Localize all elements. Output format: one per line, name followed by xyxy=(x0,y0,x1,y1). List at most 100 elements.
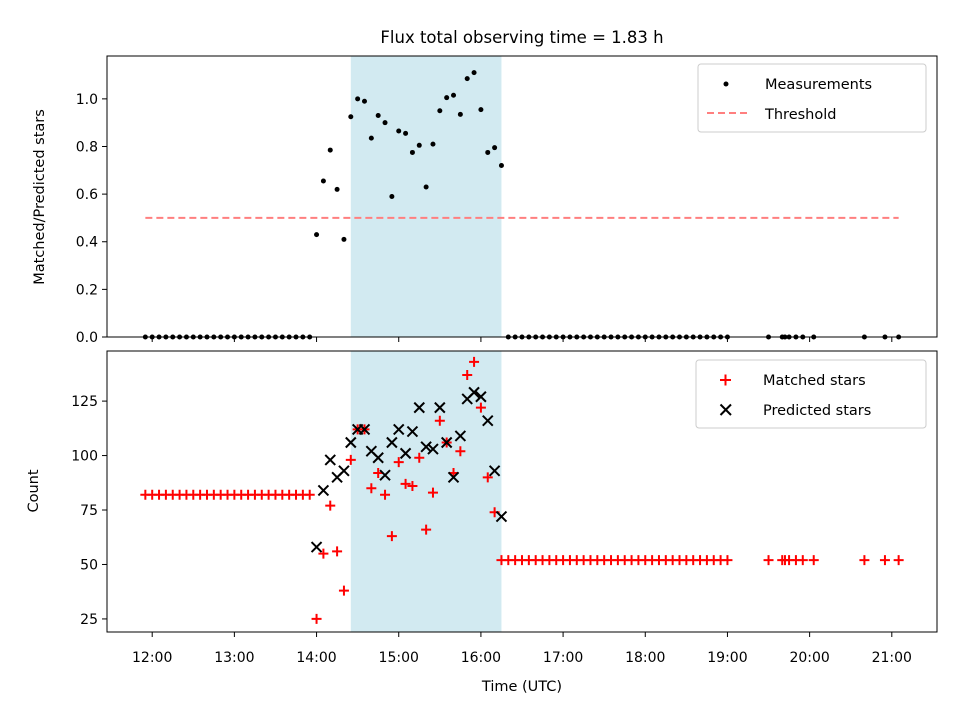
predicted-star-point xyxy=(447,471,460,484)
matched-star-point xyxy=(469,356,480,367)
legend-matched-marker xyxy=(720,374,731,386)
y-tick-label: 0.4 xyxy=(76,235,98,251)
measurement-point xyxy=(478,107,484,113)
measurement-point xyxy=(396,128,402,134)
matched-star-point xyxy=(366,483,377,494)
measurement-point xyxy=(334,186,340,192)
matched-star-point xyxy=(304,489,315,500)
measurement-point xyxy=(437,108,443,114)
measurement-point xyxy=(368,135,374,141)
predicted-star-point xyxy=(468,386,480,399)
matched-star-point xyxy=(482,472,493,483)
bottom-panel-y-ticks: 25 50 75 100 125 xyxy=(71,394,107,628)
y-tick-label: 125 xyxy=(71,394,98,410)
top-panel-legend: Measurements Threshold xyxy=(697,63,927,133)
predicted-star-point xyxy=(338,465,350,477)
matched-star-point xyxy=(393,457,404,468)
legend-predicted-label: Predicted stars xyxy=(763,403,871,419)
predicted-star-point xyxy=(454,430,467,442)
measurement-point xyxy=(485,149,491,155)
top-panel-y-ticks: 0.0 0.2 0.4 0.6 0.8 1.0 xyxy=(76,92,107,346)
x-tick-label: 12:00 xyxy=(132,650,172,666)
matched-star-point xyxy=(400,478,411,489)
matched-star-point xyxy=(311,613,322,624)
predicted-star-point xyxy=(440,436,453,449)
predicted-star-point xyxy=(475,391,487,403)
measurement-point xyxy=(327,147,333,153)
y-tick-label: 0.8 xyxy=(76,139,98,155)
matched-star-point xyxy=(462,369,473,380)
x-axis-label: Time (UTC) xyxy=(481,679,562,695)
predicted-star-point xyxy=(406,425,419,438)
matched-star-point xyxy=(427,487,438,498)
predicted-star-point xyxy=(427,443,439,455)
matched-star-point xyxy=(325,500,336,511)
measurement-point xyxy=(361,98,367,104)
matched-star-point xyxy=(859,555,870,566)
matched-star-point xyxy=(345,454,356,465)
predicted-star-point xyxy=(495,510,508,523)
bottom-panel-legend: Matched stars Predicted stars xyxy=(695,359,927,429)
bottom-panel-frame xyxy=(106,350,938,633)
measurement-point xyxy=(382,120,388,126)
measurement-point xyxy=(355,96,361,102)
matched-star-point xyxy=(893,555,904,566)
predicted-star-point xyxy=(310,541,323,553)
measurement-point xyxy=(451,92,457,98)
y-tick-label: 100 xyxy=(71,449,98,465)
legend-threshold-label: Threshold xyxy=(764,107,836,123)
predicted-star-point xyxy=(420,441,432,453)
matched-star-point xyxy=(722,555,733,566)
legend-measurements-label: Measurements xyxy=(765,77,872,93)
matched-star-point xyxy=(455,446,466,457)
bottom-panel-count: 25 50 75 100 125 12:00 13:00 14:00 15:00 16:00 17… xyxy=(26,350,938,666)
predicted-star-point xyxy=(358,423,371,436)
y-tick-label: 25 xyxy=(80,612,98,628)
measurement-point xyxy=(403,130,409,136)
bottom-panel-highlight-span xyxy=(350,351,502,632)
predicted-star-point xyxy=(345,436,357,449)
predicted-star-point xyxy=(399,447,412,460)
matched-star-point xyxy=(763,555,774,566)
measurement-point xyxy=(416,142,422,148)
y-tick-label: 50 xyxy=(80,557,98,573)
predicted-star-point xyxy=(324,454,336,466)
measurement-point xyxy=(457,111,463,117)
predicted-star-point xyxy=(482,414,494,427)
y-tick-label: 1.0 xyxy=(76,92,98,108)
top-panel-highlight-span xyxy=(350,56,502,337)
matched-star-point xyxy=(407,481,418,492)
x-tick-label: 21:00 xyxy=(872,650,912,666)
x-tick-label: 19:00 xyxy=(707,650,747,666)
matched-star-point xyxy=(421,524,432,535)
top-panel-y-axis-label: Matched/Predicted stars xyxy=(32,109,48,285)
predicted-star-point xyxy=(488,465,501,477)
matched-star-point xyxy=(338,585,349,596)
x-tick-label: 16:00 xyxy=(461,650,501,666)
x-tick-label: 13:00 xyxy=(214,650,254,666)
measurement-point xyxy=(464,76,470,82)
matched-star-point xyxy=(475,402,486,413)
top-panel-frame xyxy=(106,55,938,338)
matched-star-point xyxy=(797,555,808,566)
x-tick-label: 14:00 xyxy=(296,650,336,666)
x-tick-label: 15:00 xyxy=(379,650,419,666)
measurement-point xyxy=(471,70,477,76)
measurement-point xyxy=(430,141,436,147)
matched-star-point xyxy=(332,546,343,557)
chart-title: Flux total observing time = 1.83 h xyxy=(380,28,663,47)
legend-measurement-marker xyxy=(723,81,729,87)
y-tick-label: 75 xyxy=(80,503,98,519)
matched-star-point xyxy=(879,555,890,566)
bottom-panel-plot-area xyxy=(140,356,904,624)
legend-matched-label: Matched stars xyxy=(763,373,866,389)
x-tick-label: 20:00 xyxy=(789,650,829,666)
predicted-star-point xyxy=(434,401,446,414)
bottom-panel-y-axis-label: Count xyxy=(26,469,42,512)
y-tick-label: 0.0 xyxy=(76,330,98,346)
legend-predicted-marker xyxy=(719,403,732,416)
measurement-point xyxy=(389,194,395,199)
measurement-point xyxy=(498,163,504,169)
bottom-panel-x-ticks: 12:00 13:00 14:00 15:00 16:00 17:00 18:00 19:00… xyxy=(132,632,912,666)
